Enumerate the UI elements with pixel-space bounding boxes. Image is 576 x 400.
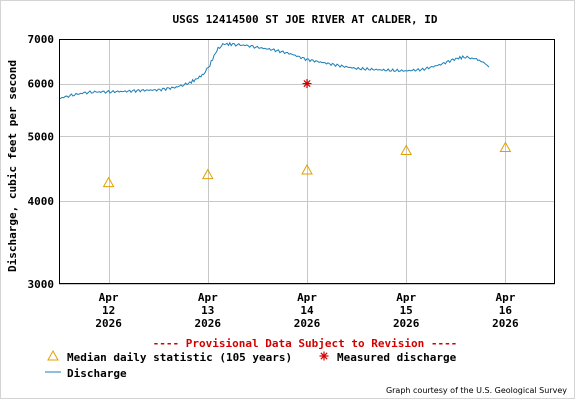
y-axis-ticks: 3000 4000 5000 6000 7000 bbox=[28, 33, 55, 291]
x-tick-label: 14 bbox=[300, 304, 314, 317]
median-marker bbox=[102, 176, 115, 188]
median-marker bbox=[499, 141, 512, 152]
asterisk-glyph bbox=[319, 351, 329, 361]
discharge-line bbox=[58, 41, 490, 100]
x-tick-label: 12 bbox=[102, 304, 115, 317]
y-tick-label: 5000 bbox=[28, 130, 55, 143]
legend: Median daily statistic (105 years) Measu… bbox=[45, 349, 457, 380]
x-tick-label: Apr bbox=[198, 291, 218, 304]
triangle-icon bbox=[47, 349, 59, 361]
legend-median: Median daily statistic (105 years) bbox=[47, 349, 292, 364]
x-tick-label: Apr bbox=[99, 291, 119, 304]
x-tick-label: 2026 bbox=[294, 317, 321, 330]
x-tick-label: 2026 bbox=[195, 317, 222, 330]
legend-measured: Measured discharge bbox=[319, 351, 457, 364]
measured-series bbox=[302, 79, 312, 89]
y-tick-label: 3000 bbox=[28, 278, 55, 291]
grid-lines bbox=[59, 39, 555, 285]
y-tick-label: 6000 bbox=[28, 78, 55, 91]
measured-marker bbox=[302, 79, 312, 89]
legend-discharge: Discharge bbox=[45, 367, 127, 380]
y-tick-label: 4000 bbox=[28, 195, 55, 208]
x-tick-label: Apr bbox=[396, 291, 416, 304]
legend-discharge-label: Discharge bbox=[67, 367, 127, 380]
legend-median-label: Median daily statistic (105 years) bbox=[67, 351, 292, 364]
y-axis-label: Discharge, cubic feet per second bbox=[6, 60, 19, 272]
x-tick-label: 2026 bbox=[492, 317, 519, 330]
credit-text: Graph courtesy of the U.S. Geological Su… bbox=[386, 386, 567, 395]
median-marker bbox=[201, 168, 214, 180]
legend-measured-label: Measured discharge bbox=[337, 351, 457, 364]
asterisk-icon bbox=[319, 351, 329, 361]
x-tick-label: Apr bbox=[297, 291, 317, 304]
median-series bbox=[102, 141, 512, 188]
y-tick-label: 7000 bbox=[28, 33, 55, 46]
x-tick-label: 2026 bbox=[95, 317, 122, 330]
x-axis-ticks: Apr122026Apr132026Apr142026Apr152026Apr1… bbox=[95, 291, 519, 330]
x-tick-label: 2026 bbox=[393, 317, 420, 330]
x-tick-label: 13 bbox=[201, 304, 214, 317]
x-tick-label: Apr bbox=[495, 291, 515, 304]
x-tick-label: 15 bbox=[400, 304, 413, 317]
provisional-note: ---- Provisional Data Subject to Revisio… bbox=[153, 337, 458, 350]
x-tick-label: 16 bbox=[499, 304, 513, 317]
median-marker bbox=[301, 163, 313, 175]
plot-border bbox=[59, 39, 555, 284]
median-marker bbox=[400, 144, 413, 156]
discharge-series bbox=[58, 41, 490, 100]
chart-title: USGS 12414500 ST JOE RIVER AT CALDER, ID bbox=[173, 13, 438, 26]
